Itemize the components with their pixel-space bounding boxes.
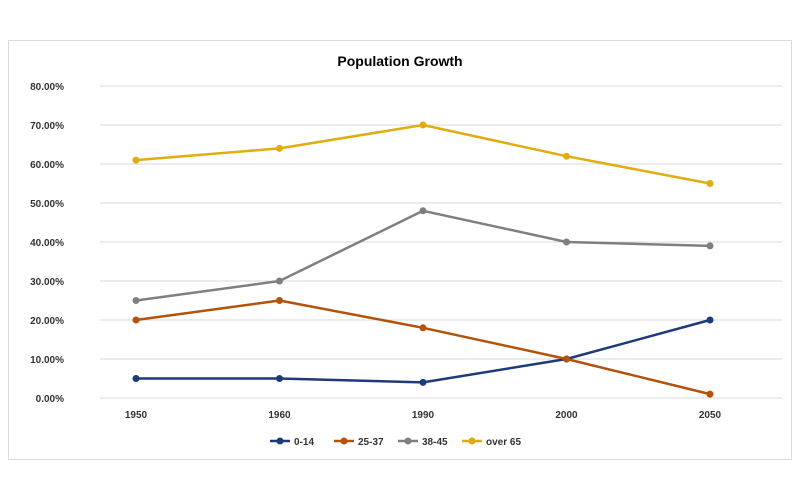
- series-line: [135, 123, 711, 185]
- data-point: [132, 316, 140, 324]
- x-tick-label: 2050: [699, 410, 722, 421]
- legend-item: 0-14: [270, 437, 314, 448]
- series-over-65: [132, 121, 714, 187]
- data-point: [419, 324, 427, 332]
- series-25-37: [132, 297, 714, 398]
- chart-frame: [8, 40, 792, 460]
- y-tick-label: 10.00%: [30, 355, 64, 366]
- data-point: [276, 375, 283, 382]
- series-38-45: [132, 207, 714, 304]
- legend-marker: [340, 437, 348, 445]
- y-tick-label: 30.00%: [30, 277, 64, 288]
- data-point: [419, 207, 427, 215]
- legend-label: over 65: [486, 437, 521, 448]
- data-point: [132, 156, 140, 164]
- y-tick-label: 50.00%: [30, 199, 64, 210]
- legend-label: 38-45: [422, 437, 448, 448]
- legend-label: 0-14: [294, 437, 314, 448]
- y-axis-tick-labels: 0.00% 10.00% 20.00% 30.00% 40.00% 50.00% 60.00…: [30, 82, 64, 405]
- data-point: [706, 390, 714, 398]
- y-tick-label: 80.00%: [30, 82, 64, 93]
- legend-item: over 65: [462, 437, 521, 448]
- data-point: [706, 180, 714, 187]
- y-tick-label: 40.00%: [30, 238, 64, 249]
- y-tick-label: 70.00%: [30, 121, 64, 132]
- data-point: [419, 378, 427, 386]
- legend-marker: [404, 437, 412, 445]
- y-tick-label: 20.00%: [30, 316, 64, 327]
- legend-marker: [276, 437, 284, 445]
- x-tick-label: 1990: [412, 410, 435, 421]
- data-point: [563, 238, 570, 246]
- x-tick-label: 2000: [555, 410, 578, 421]
- chart-title: Population Growth: [337, 53, 462, 69]
- series-line: [135, 209, 711, 302]
- data-point: [276, 277, 283, 285]
- x-tick-label: 1960: [268, 410, 291, 421]
- data-point: [563, 152, 570, 160]
- data-point: [706, 242, 714, 250]
- legend-item: 38-45: [398, 437, 448, 448]
- legend: 0-14 25-37 38-45 over 65: [270, 437, 521, 448]
- y-tick-label: 0.00%: [36, 394, 64, 405]
- x-tick-label: 1950: [125, 410, 148, 421]
- gridlines: [100, 85, 782, 399]
- data-point: [276, 297, 283, 304]
- data-point: [419, 121, 427, 129]
- series-lines: [132, 121, 714, 398]
- data-point: [276, 144, 283, 152]
- x-axis-tick-labels: 1950 1960 1990 2000 2050: [125, 410, 722, 421]
- legend-item: 25-37: [334, 437, 384, 448]
- legend-marker: [468, 437, 476, 445]
- data-point: [132, 375, 140, 382]
- y-tick-label: 60.00%: [30, 160, 64, 171]
- data-point: [132, 297, 140, 304]
- data-point: [563, 355, 570, 363]
- data-point: [706, 316, 714, 324]
- legend-label: 25-37: [358, 437, 384, 448]
